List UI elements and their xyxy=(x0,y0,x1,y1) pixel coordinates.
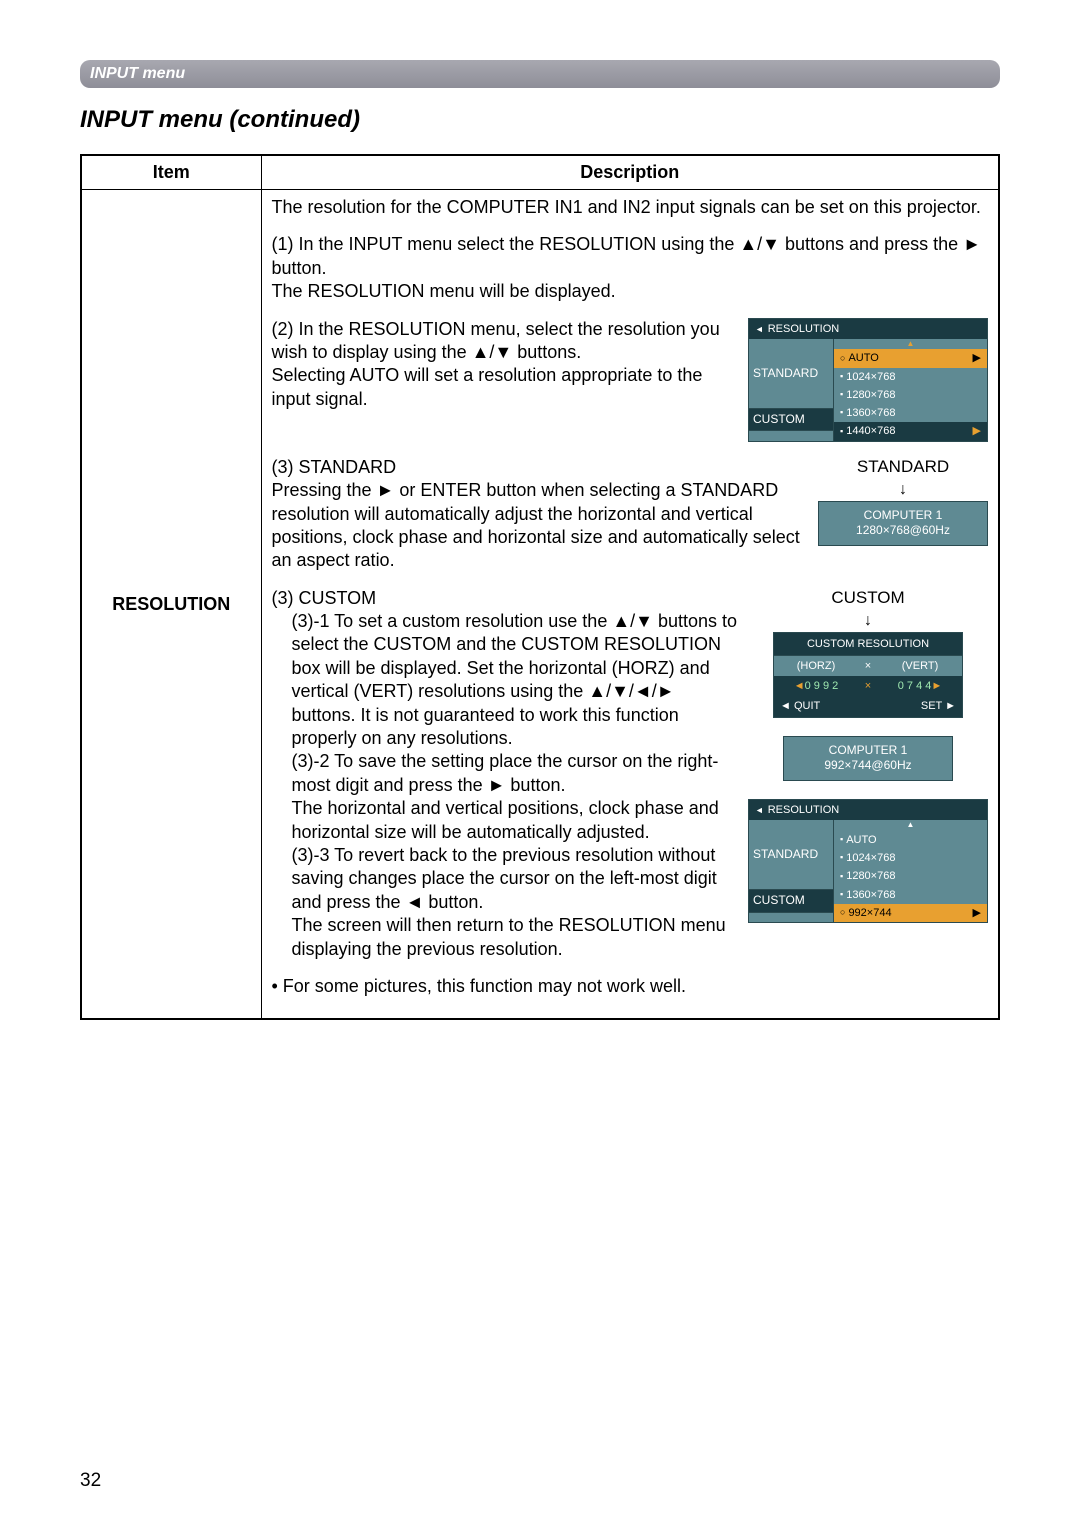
tab-label: INPUT menu xyxy=(90,65,185,83)
para-4-1: (3)-1 To set a custom resolution use the… xyxy=(272,610,739,750)
osd-res-3: ▪1360×768 xyxy=(834,404,987,422)
para-3-body: Pressing the ► or ENTER button when sele… xyxy=(272,480,800,570)
osd-auto: ○AUTO▶ xyxy=(834,349,987,367)
osd-header: RESOLUTION xyxy=(749,319,987,339)
x-sep: × xyxy=(858,676,878,696)
osd-menu-1: RESOLUTION STANDARD CUSTOM ▲ ○AUTO▶ ▪102… xyxy=(748,318,988,442)
intro-2a: (1) In the INPUT menu select the RESOLUT… xyxy=(272,234,981,277)
up-arrow-icon: ▲ xyxy=(834,339,987,349)
osd-header-2: RESOLUTION xyxy=(749,800,987,820)
custom-label: CUSTOM xyxy=(773,587,963,609)
page-number: 32 xyxy=(80,1470,101,1492)
header-item: Item xyxy=(81,155,261,190)
standard-label: STANDARD xyxy=(818,456,988,478)
item-name: RESOLUTION xyxy=(81,190,261,1020)
osd2-custom-res: ○992×744▶ xyxy=(834,904,987,922)
osd2-res-1: ▪1024×768 xyxy=(834,849,987,867)
para-4-head: (3) CUSTOM xyxy=(272,588,377,608)
osd-left-custom: CUSTOM xyxy=(749,409,833,432)
description-table: Item Description RESOLUTION The resoluti… xyxy=(80,154,1000,1020)
osd2-res-2: ▪1280×768 xyxy=(834,867,987,885)
down-arrow-icon: ↓ xyxy=(773,611,963,632)
down-arrow-icon: ↓ xyxy=(818,480,988,501)
para-4: (3) CUSTOM (3)-1 To set a custom resolut… xyxy=(272,587,739,961)
custom-block: CUSTOM ↓ CUSTOM RESOLUTION (HORZ) × (VER… xyxy=(773,587,963,718)
horz-label: (HORZ) xyxy=(774,656,858,676)
para-2: (2) In the RESOLUTION menu, select the r… xyxy=(272,318,739,442)
osd-res-2: ▪1280×768 xyxy=(834,386,987,404)
para-3: (3) STANDARD Pressing the ► or ENTER but… xyxy=(272,456,809,573)
description-cell: The resolution for the COMPUTER IN1 and … xyxy=(261,190,999,1020)
status-line1: COMPUTER 1 xyxy=(829,508,977,524)
up-arrow-icon: ▲ xyxy=(834,820,987,830)
set-label: SET ► xyxy=(915,696,962,716)
section-tab: INPUT menu xyxy=(80,60,1000,88)
page-title: INPUT menu (continued) xyxy=(80,106,1000,134)
status-box-1: COMPUTER 1 1280×768@60Hz xyxy=(818,501,988,546)
osd2-auto: ▪AUTO xyxy=(834,831,987,849)
custom-res-dialog: CUSTOM RESOLUTION (HORZ) × (VERT) ◄0 9 9… xyxy=(773,632,963,718)
horz-val: ◄0 9 9 2 xyxy=(774,676,858,696)
osd2-left-custom: CUSTOM xyxy=(749,890,833,913)
osd-left-standard: STANDARD xyxy=(749,339,833,409)
para-4-2: (3)-2 To save the setting place the curs… xyxy=(272,750,739,844)
osd-custom-res: ▪1440×768▶ xyxy=(834,422,987,440)
para-3-head: (3) STANDARD xyxy=(272,457,397,477)
x-label: × xyxy=(858,656,878,676)
intro-1: The resolution for the COMPUTER IN1 and … xyxy=(272,196,989,219)
para-4-3: (3)-3 To revert back to the previous res… xyxy=(272,844,739,961)
standard-status-block: STANDARD ↓ COMPUTER 1 1280×768@60Hz xyxy=(818,456,988,546)
osd2-left-standard: STANDARD xyxy=(749,820,833,890)
intro-2: (1) In the INPUT menu select the RESOLUT… xyxy=(272,233,989,303)
status-line2: 1280×768@60Hz xyxy=(829,523,977,539)
note: • For some pictures, this function may n… xyxy=(272,975,989,998)
header-desc: Description xyxy=(261,155,999,190)
left-icon xyxy=(755,803,764,817)
status-box-2: COMPUTER 1 992×744@60Hz xyxy=(783,736,953,781)
osd-title-2: RESOLUTION xyxy=(768,803,840,817)
osd-res-1: ▪1024×768 xyxy=(834,368,987,386)
osd2-res-3: ▪1360×768 xyxy=(834,886,987,904)
custom-res-title: CUSTOM RESOLUTION xyxy=(773,632,963,656)
left-icon xyxy=(755,322,764,336)
osd-title: RESOLUTION xyxy=(768,322,840,336)
quit-label: ◄ QUIT xyxy=(774,696,826,716)
status2-line1: COMPUTER 1 xyxy=(794,743,942,759)
status2-line2: 992×744@60Hz xyxy=(794,758,942,774)
vert-val: 0 7 4 4► xyxy=(878,676,962,696)
vert-label: (VERT) xyxy=(878,656,962,676)
osd-menu-2: RESOLUTION STANDARD CUSTOM ▲ ▪AUTO ▪1024… xyxy=(748,799,988,923)
intro-2b: The RESOLUTION menu will be displayed. xyxy=(272,281,616,301)
